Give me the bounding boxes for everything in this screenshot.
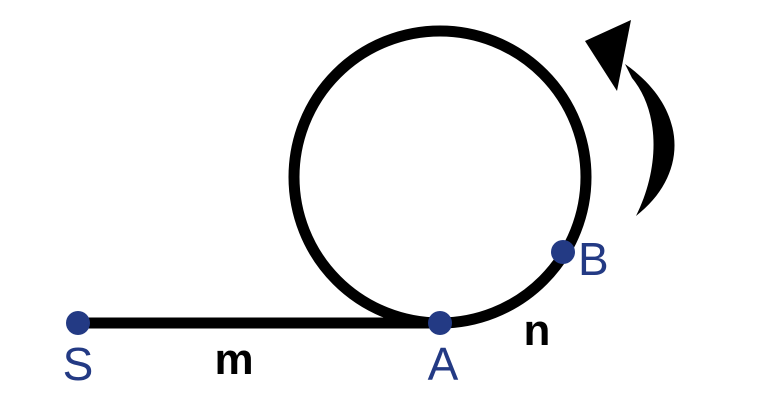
point-S-marker xyxy=(66,311,90,335)
point-B-marker xyxy=(551,240,575,264)
point-A-marker xyxy=(428,311,452,335)
curved-arrow-counterclockwise-icon xyxy=(585,20,675,216)
point-A-label: A xyxy=(428,338,459,390)
circular-loop xyxy=(288,25,592,329)
point-S-label: S xyxy=(63,338,94,390)
curved-arrow-head xyxy=(585,20,631,91)
segment-m-label: m xyxy=(214,335,253,384)
segment-n-label: n xyxy=(524,306,551,355)
point-B-label: B xyxy=(578,233,609,285)
curved-arrow-body xyxy=(625,64,675,216)
